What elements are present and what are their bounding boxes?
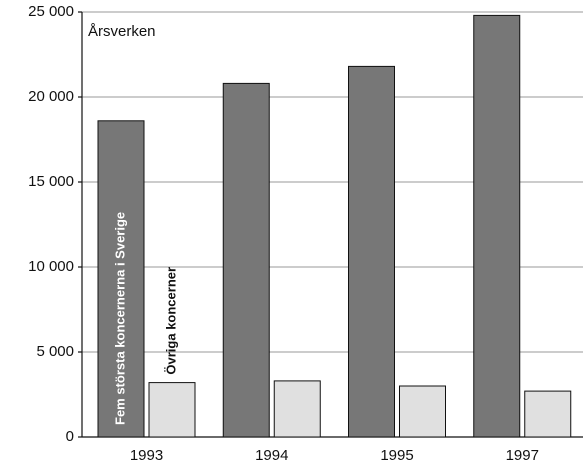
y-tick-label: 25 000 <box>28 3 74 20</box>
y-tick-label: 15 000 <box>28 173 74 190</box>
x-tick-label: 1997 <box>506 447 539 464</box>
x-tick-label: 1995 <box>380 447 413 464</box>
y-tick-label: 20 000 <box>28 88 74 105</box>
series-label: Övriga koncerner <box>163 267 178 375</box>
y-tick-label: 5 000 <box>36 343 74 360</box>
bar <box>348 65 395 438</box>
series-label: Fem största koncernerna i Sverige <box>112 212 127 425</box>
bar <box>273 380 321 438</box>
y-axis-label: Årsverken <box>88 23 156 40</box>
bar <box>97 120 145 438</box>
x-tick-label: 1994 <box>255 447 288 464</box>
bar <box>222 82 270 438</box>
x-tick-label: 1993 <box>130 447 163 464</box>
bar <box>524 390 572 438</box>
y-tick-label: 10 000 <box>28 258 74 275</box>
y-tick-label: 0 <box>66 428 74 445</box>
bar <box>399 385 446 438</box>
bar <box>148 382 196 438</box>
bar <box>473 14 521 438</box>
